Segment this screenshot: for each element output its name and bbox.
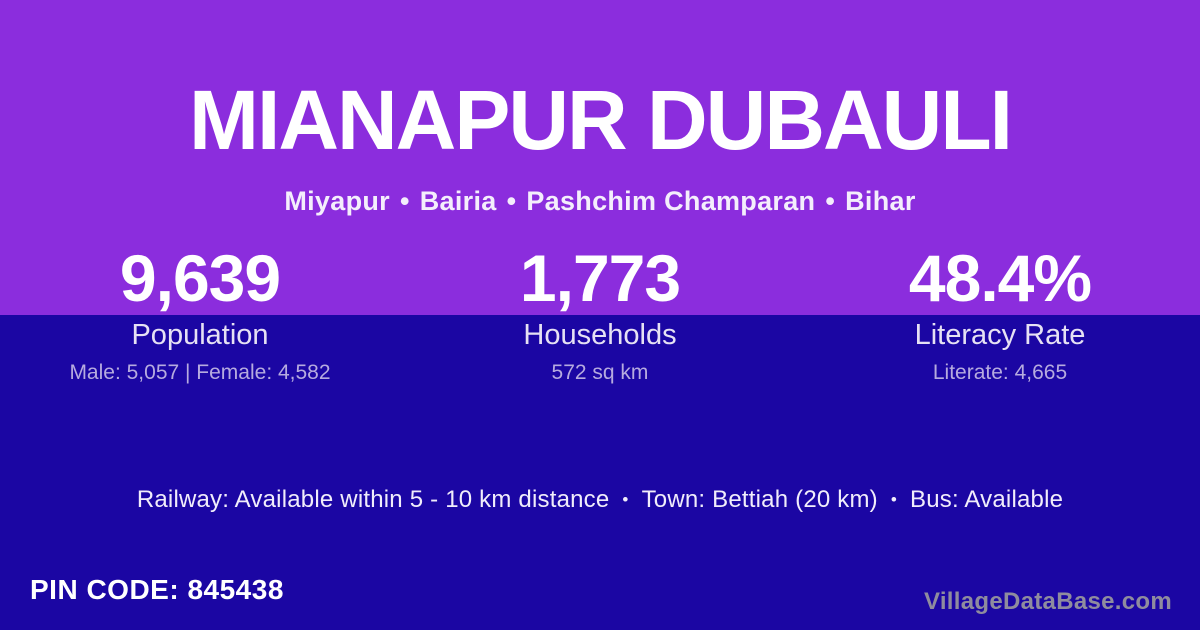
breadcrumb-separator: • — [399, 186, 410, 216]
stat-households: 1,773 Households 572 sq km — [400, 242, 800, 385]
breadcrumb-separator: • — [506, 186, 517, 216]
stat-literacy: 48.4% Literacy Rate Literate: 4,665 — [800, 242, 1200, 385]
breadcrumb-item-state: Bihar — [845, 186, 916, 216]
amenity-railway: Railway: Available within 5 - 10 km dist… — [136, 486, 610, 513]
breadcrumb-separator: • — [825, 186, 836, 216]
stats-row: 9,639 Population Male: 5,057 | Female: 4… — [0, 242, 1200, 385]
households-label: Households — [523, 319, 677, 351]
population-label: Population — [131, 319, 269, 351]
amenity-town: Town: Bettiah (20 km) — [641, 486, 878, 513]
population-detail: Male: 5,057 | Female: 4,582 — [69, 361, 331, 385]
breadcrumb-item-district: Pashchim Champaran — [526, 186, 816, 216]
amenity-bus: Bus: Available — [910, 486, 1064, 513]
amenity-separator: • — [890, 490, 898, 509]
breadcrumb: Miyapur • Bairia • Pashchim Champaran • Bihar — [0, 186, 1200, 217]
pin-code-label: PIN CODE: 845438 — [30, 574, 284, 605]
households-detail: 572 sq km — [551, 361, 649, 385]
breadcrumb-item-block: Miyapur — [284, 186, 390, 216]
card-header: MIANAPUR DUBAULI Miyapur • Bairia • Pashchim… — [0, 78, 1200, 217]
watermark-text: VillageDataBase.com — [923, 588, 1172, 615]
literacy-label: Literacy Rate — [914, 319, 1086, 351]
population-value: 9,639 — [119, 241, 281, 315]
amenity-separator: • — [622, 490, 629, 509]
stat-population: 9,639 Population Male: 5,057 | Female: 4… — [0, 242, 400, 385]
literacy-detail: Literate: 4,665 — [932, 361, 1068, 385]
literacy-value: 48.4% — [908, 241, 1092, 315]
page-title: MIANAPUR DUBAULI — [189, 73, 1013, 167]
breadcrumb-item-subdistrict: Bairia — [419, 186, 497, 216]
households-value: 1,773 — [519, 241, 681, 315]
amenities-line: Railway: Available within 5 - 10 km dist… — [0, 486, 1200, 514]
